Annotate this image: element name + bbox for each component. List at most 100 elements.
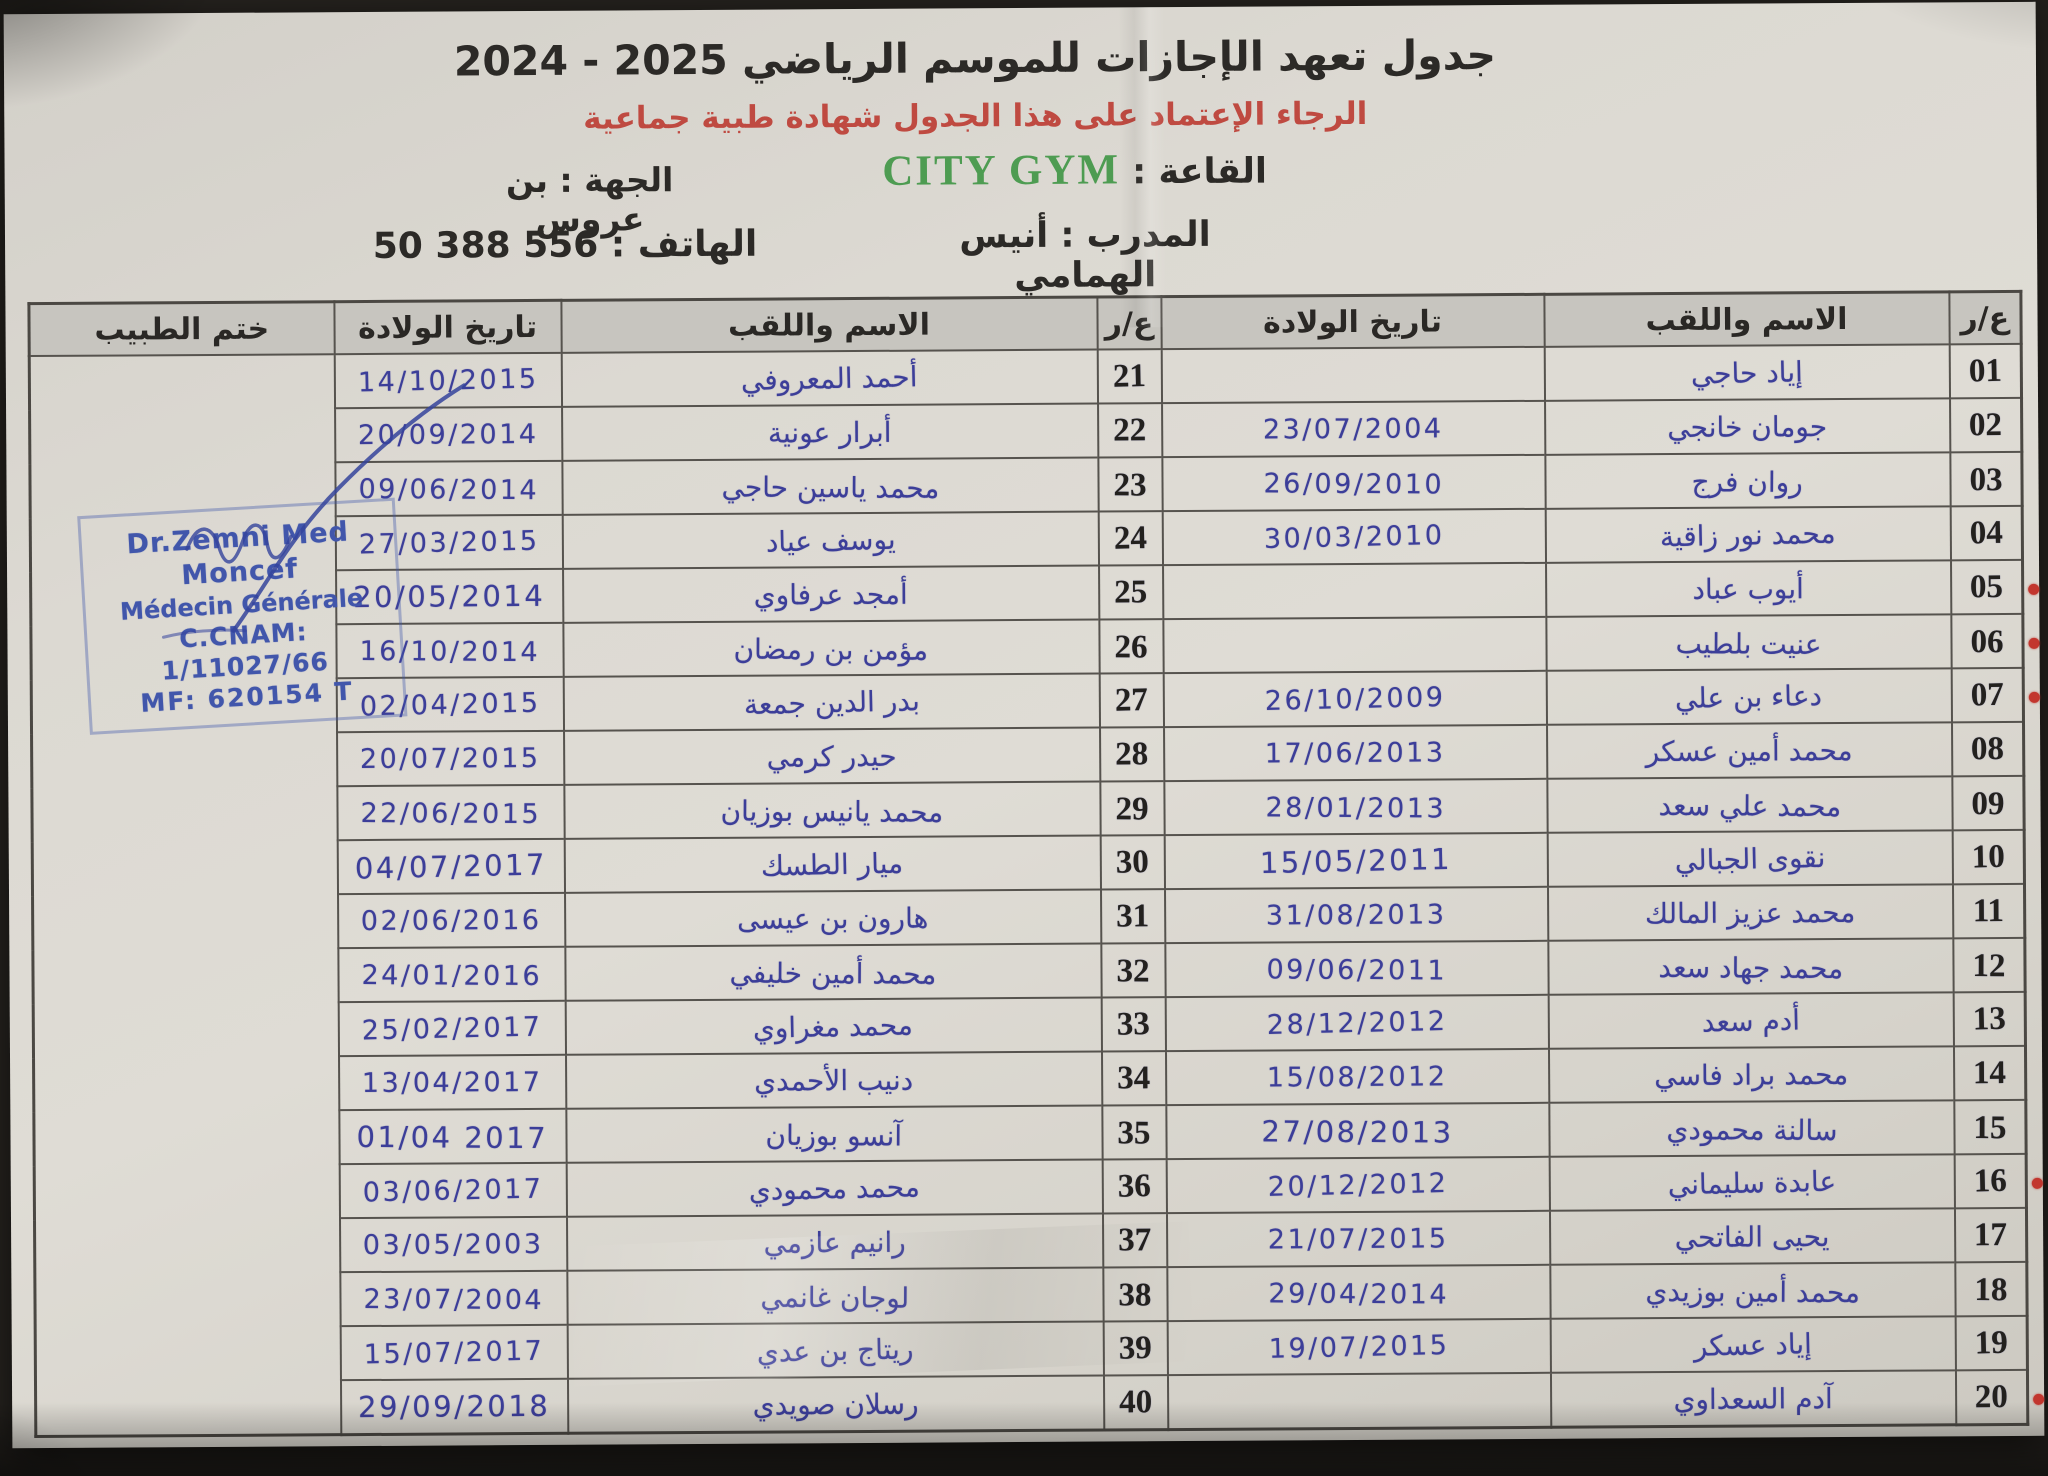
player-name-cell: ميار الطسك bbox=[564, 835, 1101, 893]
dob-cell-text: 24/01/2016 bbox=[361, 959, 542, 992]
player-name-cell-text: جومان خانجي bbox=[1667, 409, 1828, 444]
red-dot-marker bbox=[2028, 584, 2040, 596]
region-label: الجهة : bbox=[559, 160, 674, 200]
player-name-cell: لوجان غانمي bbox=[566, 1267, 1104, 1325]
player-name-cell-text: رسلان صويدي bbox=[752, 1387, 919, 1422]
player-name-cell: محمد عزيز المالك bbox=[1547, 884, 1953, 941]
row-number-cell-text: 01 bbox=[1968, 352, 2002, 389]
player-name-cell: أمجد عرفاوي bbox=[562, 565, 1099, 623]
player-name-cell-text: هارون بن عيسى bbox=[736, 901, 929, 936]
player-name-cell-text: دعاء بن علي bbox=[1674, 678, 1823, 715]
player-name-cell-text: محمد أمين خليفي bbox=[729, 956, 937, 991]
row-number-cell: 31 bbox=[1100, 889, 1165, 944]
player-name-cell-text: روان فرج bbox=[1691, 464, 1804, 499]
row-number-cell-text: 34 bbox=[1117, 1059, 1151, 1096]
row-number-cell: 27 bbox=[1099, 673, 1164, 728]
dob-cell-text: 29/09/2018 bbox=[357, 1388, 551, 1425]
player-name-cell-text: أدم سعد bbox=[1701, 1002, 1801, 1039]
player-name-cell: رسلان صويدي bbox=[567, 1375, 1104, 1434]
dob-cell-text: 20/07/2015 bbox=[359, 742, 541, 775]
hall-value: CITY GYM bbox=[882, 146, 1121, 195]
row-number-cell: 07 bbox=[1951, 667, 2040, 723]
row-number-cell-text: 31 bbox=[1116, 897, 1150, 934]
player-name-cell-text: دنيب الأحمدي bbox=[754, 1063, 914, 1098]
red-dot-marker bbox=[2033, 1394, 2045, 1406]
player-name-cell-text: حيدر كرمي bbox=[766, 739, 897, 774]
row-number-cell: 35 bbox=[1101, 1105, 1167, 1160]
player-name-cell-text: ميار الطسك bbox=[760, 846, 904, 883]
player-name-cell: جومان خانجي bbox=[1544, 398, 1950, 455]
row-number-cell-text: 33 bbox=[1116, 1005, 1151, 1043]
player-name-cell: محمد مغراوي bbox=[565, 997, 1102, 1055]
dob-cell: 26/09/2010 bbox=[1161, 454, 1546, 512]
player-name-cell: إياد عسكر bbox=[1550, 1316, 1956, 1373]
player-name-cell-text: مؤمن بن رمضان bbox=[733, 632, 929, 667]
red-dot-marker bbox=[2028, 692, 2040, 704]
row-number-cell-text: 22 bbox=[1113, 411, 1147, 448]
player-name-cell-text: محمد ياسين حاجي bbox=[721, 470, 940, 505]
header-dob-left: تاريخ الولادة bbox=[333, 300, 562, 355]
row-number-cell: 40 bbox=[1103, 1375, 1168, 1431]
dob-cell: 25/02/2017 bbox=[338, 1000, 566, 1057]
row-number-cell-text: 05 bbox=[1969, 568, 2004, 605]
player-name-cell-text: عابدة سليماني bbox=[1667, 1164, 1837, 1201]
player-name-cell: أحمد المعروفي bbox=[561, 349, 1098, 407]
row-number-cell: 22 bbox=[1097, 403, 1162, 458]
player-name-cell-text: آنسو بوزيان bbox=[765, 1118, 903, 1153]
dob-cell-text: 26/10/2009 bbox=[1264, 681, 1446, 717]
row-number-cell-text: 03 bbox=[1969, 461, 2003, 498]
row-number-cell-text: 08 bbox=[1970, 730, 2005, 767]
row-number-cell: 01 bbox=[1949, 343, 2022, 399]
dob-cell: 27/08/2013 bbox=[1165, 1102, 1550, 1160]
row-number-cell-text: 07 bbox=[1970, 676, 2004, 713]
dob-cell: 29/09/2018 bbox=[340, 1378, 568, 1435]
dob-cell: 19/07/2015 bbox=[1167, 1318, 1551, 1376]
dob-cell: 03/05/2003 bbox=[339, 1216, 567, 1273]
row-number-cell: 23 bbox=[1097, 457, 1163, 512]
dob-cell: 20/09/2014 bbox=[334, 406, 562, 463]
row-number-cell: 18 bbox=[1954, 1261, 2028, 1317]
player-name-cell: رانيم عازمي bbox=[566, 1213, 1103, 1271]
row-number-cell: 38 bbox=[1102, 1267, 1168, 1322]
phone-label: الهاتف : bbox=[610, 223, 758, 266]
header-dob-right: تاريخ الولادة bbox=[1160, 294, 1545, 350]
row-number-cell: 30 bbox=[1100, 835, 1165, 890]
player-name-cell-text: أبرار عونية bbox=[767, 415, 892, 450]
player-name-cell: ريتاج بن عدي bbox=[567, 1321, 1104, 1379]
player-name-cell: هارون بن عيسى bbox=[564, 889, 1101, 947]
dob-cell: 02/06/2016 bbox=[337, 892, 565, 949]
paper-sheet: جدول تعهد الإجازات للموسم الرياضي 2024 -… bbox=[3, 1, 2045, 1449]
player-name-cell: حيدر كرمي bbox=[563, 727, 1100, 785]
row-number-cell-text: 18 bbox=[1974, 1271, 2008, 1308]
dob-cell bbox=[1167, 1372, 1551, 1430]
doctor-stamp: Dr.Zemni Med Moncef Médecin Générale C.C… bbox=[77, 497, 408, 736]
dob-cell-text: 09/06/2011 bbox=[1266, 953, 1447, 987]
row-number-cell-text: 39 bbox=[1118, 1329, 1153, 1367]
dob-cell-text: 20/09/2014 bbox=[357, 418, 539, 451]
player-name-cell: عنيت بلطيب bbox=[1545, 614, 1952, 671]
row-number-cell-text: 24 bbox=[1113, 519, 1148, 557]
row-number-cell-text: 14 bbox=[1972, 1054, 2007, 1091]
row-number-cell: 32 bbox=[1100, 943, 1166, 998]
row-number-cell-text: 36 bbox=[1117, 1167, 1152, 1205]
player-name-cell-text: محمد علي سعد bbox=[1658, 788, 1841, 823]
dob-cell: 15/05/2011 bbox=[1164, 832, 1548, 890]
row-number-cell-text: 15 bbox=[1973, 1109, 2007, 1146]
player-name-cell-text: محمد أمين عسكر bbox=[1645, 733, 1853, 768]
row-number-cell-text: 37 bbox=[1118, 1221, 1152, 1258]
dob-cell-text: 01/04 2017 bbox=[356, 1119, 549, 1156]
dob-cell: 28/01/2013 bbox=[1163, 778, 1548, 836]
row-number-cell: 11 bbox=[1952, 883, 2025, 939]
dob-cell-text: 14/10/2015 bbox=[357, 363, 539, 398]
row-number-cell: 12 bbox=[1952, 937, 2026, 993]
row-number-cell-text: 11 bbox=[1972, 892, 2005, 929]
player-name-cell-text: يوسف عياد bbox=[765, 522, 896, 559]
dob-cell: 23/07/2004 bbox=[339, 1270, 568, 1327]
dob-cell: 26/10/2009 bbox=[1163, 670, 1547, 728]
dob-cell-text: 04/07/2017 bbox=[354, 847, 548, 886]
row-number-cell-text: 28 bbox=[1115, 735, 1149, 772]
row-number-cell-text: 26 bbox=[1114, 628, 1148, 665]
dob-cell: 30/03/2010 bbox=[1162, 508, 1546, 566]
page-subtitle: الرجاء الإعتماد على هذا الجدول شهادة طبي… bbox=[583, 95, 1368, 137]
row-number-cell: 21 bbox=[1097, 349, 1162, 404]
